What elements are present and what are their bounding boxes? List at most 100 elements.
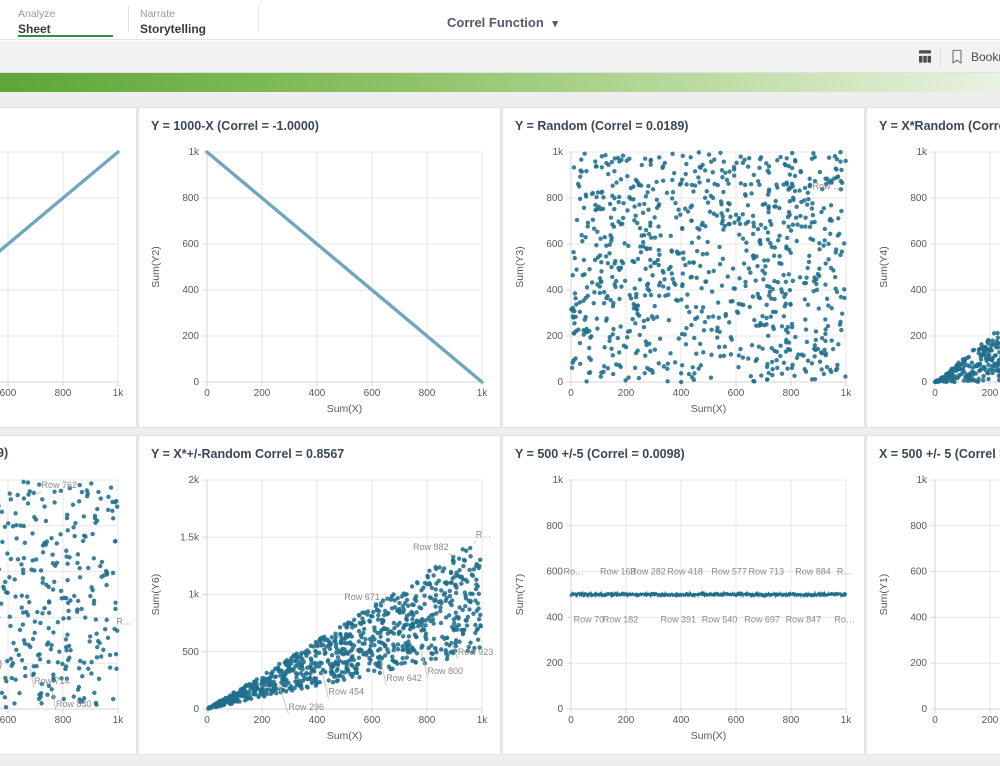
svg-text:400: 400 (673, 715, 690, 726)
svg-text:Sum(X): Sum(X) (691, 403, 727, 415)
svg-text:0: 0 (557, 704, 563, 715)
svg-text:0: 0 (568, 388, 574, 399)
svg-text:1k: 1k (552, 475, 564, 486)
svg-text:600: 600 (364, 388, 381, 399)
svg-text:1k: 1k (477, 388, 489, 399)
svg-text:800: 800 (783, 388, 800, 399)
svg-text:Row 847: Row 847 (786, 615, 822, 625)
svg-text:Row 391: Row 391 (660, 615, 696, 625)
svg-text:Sum(Y6): Sum(Y6) (150, 574, 162, 615)
svg-text:Sum(Y1): Sum(Y1) (878, 574, 890, 615)
svg-text:0: 0 (193, 704, 199, 715)
svg-text:1k: 1k (916, 147, 928, 158)
svg-text:1k: 1k (477, 715, 489, 726)
svg-text:Row 454: Row 454 (329, 687, 365, 697)
svg-text:600: 600 (364, 715, 381, 726)
svg-text:200: 200 (546, 658, 563, 669)
svg-text:0: 0 (193, 377, 199, 388)
svg-text:0: 0 (921, 377, 927, 388)
svg-text:R…: R… (117, 617, 133, 627)
svg-text:0: 0 (557, 377, 563, 388)
svg-text:Row 884: Row 884 (795, 567, 831, 577)
svg-text:400: 400 (309, 388, 326, 399)
svg-text:400: 400 (673, 388, 690, 399)
svg-text:600: 600 (728, 388, 745, 399)
svg-text:800: 800 (55, 388, 72, 399)
svg-text:1k: 1k (188, 147, 200, 158)
svg-text:400: 400 (182, 285, 199, 296)
svg-text:500: 500 (182, 647, 199, 658)
svg-text:Row 182: Row 182 (603, 615, 639, 625)
svg-text:800: 800 (910, 521, 927, 532)
svg-text:1k: 1k (113, 715, 125, 726)
svg-text:Row 635: Row 635 (0, 500, 1, 510)
svg-text:Row 882: Row 882 (413, 542, 449, 552)
svg-text:R…: R… (837, 567, 853, 577)
svg-text:600: 600 (546, 239, 563, 250)
svg-text:800: 800 (419, 715, 436, 726)
svg-text:Row 598: Row 598 (0, 658, 2, 668)
svg-text:800: 800 (910, 193, 927, 204)
svg-text:Row 642: Row 642 (386, 673, 422, 683)
svg-text:1k: 1k (552, 147, 564, 158)
svg-text:Ro…: Ro… (563, 567, 584, 577)
svg-text:R…: R… (476, 529, 492, 539)
svg-text:Sum(X): Sum(X) (691, 730, 727, 742)
svg-text:Sum(Y7): Sum(Y7) (514, 574, 526, 615)
svg-text:Row 282: Row 282 (630, 567, 666, 577)
svg-text:1k: 1k (841, 715, 853, 726)
svg-text:Sum(Y3): Sum(Y3) (514, 246, 526, 287)
svg-text:200: 200 (910, 658, 927, 669)
svg-text:Row 70: Row 70 (574, 615, 605, 625)
svg-text:0: 0 (932, 715, 938, 726)
svg-text:Row 830: Row 830 (56, 699, 92, 709)
svg-text:Row 540: Row 540 (702, 615, 738, 625)
svg-text:200: 200 (982, 715, 999, 726)
svg-text:200: 200 (618, 388, 635, 399)
svg-text:Row 923: Row 923 (458, 647, 494, 657)
svg-text:Row 713: Row 713 (748, 567, 784, 577)
svg-text:400: 400 (546, 285, 563, 296)
svg-text:Row 296: Row 296 (289, 702, 325, 712)
svg-text:200: 200 (254, 388, 271, 399)
svg-text:Row 697: Row 697 (744, 615, 780, 625)
svg-text:0: 0 (568, 715, 574, 726)
svg-text:400: 400 (910, 612, 927, 623)
svg-text:600: 600 (728, 715, 745, 726)
svg-text:1.5k: 1.5k (180, 532, 200, 543)
svg-text:Row 714: Row 714 (34, 676, 70, 686)
svg-text:200: 200 (618, 715, 635, 726)
svg-text:1k: 1k (113, 388, 125, 399)
svg-text:Sum(X): Sum(X) (327, 730, 363, 742)
svg-text:2k: 2k (188, 475, 200, 486)
svg-text:Row 762: Row 762 (42, 480, 78, 490)
svg-text:Row 577: Row 577 (711, 567, 747, 577)
svg-text:1k: 1k (188, 590, 200, 601)
svg-text:Sum(X): Sum(X) (327, 403, 363, 415)
svg-text:200: 200 (910, 331, 927, 342)
svg-text:600: 600 (546, 567, 563, 578)
svg-text:Ro…: Ro… (834, 615, 855, 625)
svg-text:600: 600 (0, 715, 17, 726)
svg-text:200: 200 (546, 331, 563, 342)
svg-text:400: 400 (309, 715, 326, 726)
svg-text:Sum(Y2): Sum(Y2) (150, 246, 162, 287)
svg-text:200: 200 (982, 388, 999, 399)
svg-text:0: 0 (921, 704, 927, 715)
svg-text:0: 0 (204, 715, 210, 726)
svg-text:600: 600 (910, 567, 927, 578)
svg-text:0: 0 (204, 388, 210, 399)
svg-text:600: 600 (910, 239, 927, 250)
svg-text:800: 800 (546, 193, 563, 204)
svg-text:1k: 1k (841, 388, 853, 399)
svg-text:200: 200 (254, 715, 271, 726)
svg-text:800: 800 (419, 388, 436, 399)
svg-text:600: 600 (0, 388, 17, 399)
svg-text:Sum(Y4): Sum(Y4) (878, 246, 890, 287)
svg-text:Row 671: Row 671 (344, 592, 380, 602)
svg-text:0: 0 (932, 388, 938, 399)
svg-text:1k: 1k (916, 475, 928, 486)
svg-text:400: 400 (910, 285, 927, 296)
svg-text:800: 800 (546, 521, 563, 532)
svg-text:800: 800 (55, 715, 72, 726)
